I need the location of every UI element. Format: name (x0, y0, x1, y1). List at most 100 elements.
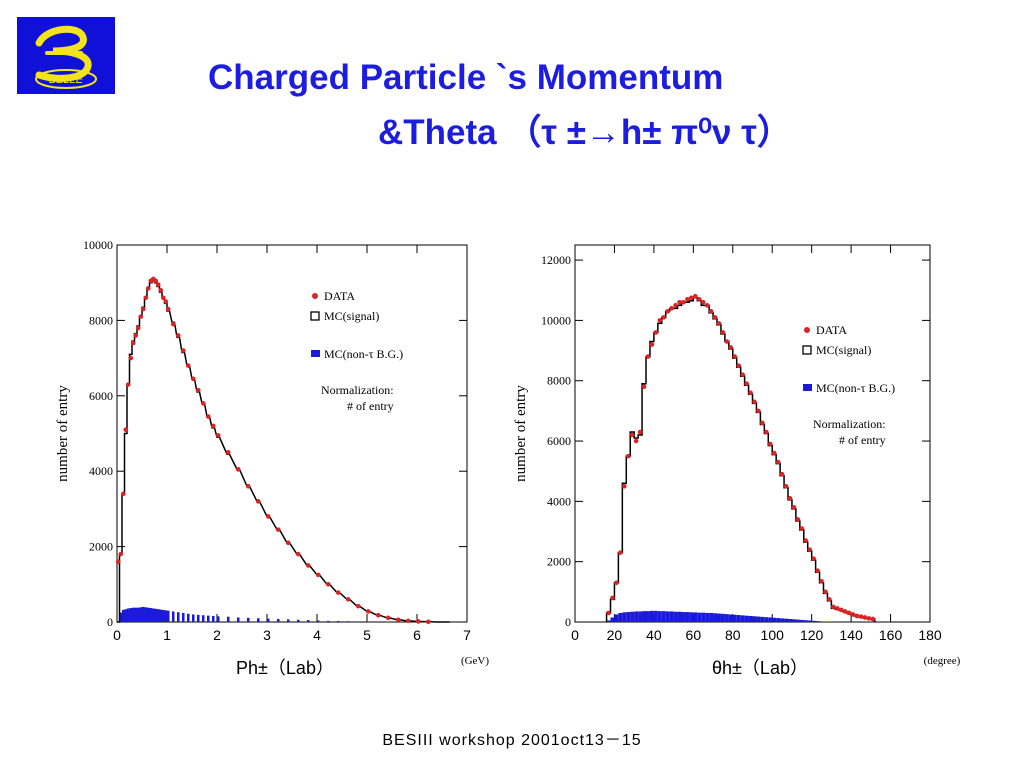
data-point (641, 384, 647, 390)
data-point (756, 408, 761, 414)
mc-background-bar (780, 618, 785, 622)
data-point (275, 527, 281, 532)
mc-background-bar (634, 611, 639, 622)
x-tick-label: 80 (725, 627, 741, 643)
data-point (305, 563, 311, 568)
data-point (205, 414, 211, 419)
data-point (255, 499, 261, 504)
mc-background-bar (606, 620, 611, 622)
mc-background-bar (768, 617, 773, 622)
x-tick-label: 100 (761, 627, 785, 643)
legend-label: MC(signal) (816, 343, 871, 357)
mc-background-bar (327, 620, 330, 622)
data-point (190, 376, 196, 382)
mc-background-bar (630, 611, 635, 622)
mc-background-bar (784, 618, 788, 622)
data-point (693, 293, 698, 299)
x-tick-label: 1 (163, 627, 171, 643)
data-point (764, 429, 769, 435)
data-point (815, 568, 820, 574)
y-tick-label: 2000 (547, 555, 571, 569)
mc-background-bar (673, 611, 678, 622)
data-point (740, 372, 745, 377)
y-tick-label: 10000 (541, 313, 571, 327)
data-point (158, 287, 164, 293)
mc-background-bar (657, 611, 662, 622)
mc-background-bar (677, 611, 682, 622)
mc-background-bar (649, 610, 654, 622)
mc-background-bar (277, 618, 280, 622)
x-axis-unit: (GeV) (461, 655, 489, 667)
data-point (661, 315, 667, 320)
data-point (791, 505, 797, 510)
mc-background-bar (257, 618, 260, 622)
mc-background-bar (122, 609, 125, 622)
data-point (345, 597, 351, 602)
data-point (819, 578, 824, 584)
mc-background-bar (212, 615, 215, 622)
footer: BESIII workshop 2001oct13－15 (382, 732, 642, 749)
mc-background-bar (164, 610, 167, 622)
mc-background-bar (317, 620, 320, 622)
mc-background-bar (728, 614, 733, 622)
data-point (118, 551, 124, 557)
mc-background-bar (807, 620, 812, 622)
mc-background-bar (764, 617, 769, 622)
y-axis-label: number of entry (513, 385, 529, 482)
legend-label: MC(signal) (324, 309, 379, 323)
mc-background-bar (756, 616, 761, 622)
data-point (614, 580, 619, 586)
mc-background-bar (701, 612, 706, 622)
mc-background-bar (614, 614, 619, 622)
data-point (135, 325, 141, 331)
legend-marker-signal (802, 345, 812, 355)
mc-background-bar (720, 613, 725, 622)
mc-background-bar (646, 611, 650, 622)
mc-background-bar (791, 619, 796, 622)
y-tick-label: 6000 (547, 434, 571, 448)
data-point (760, 420, 765, 426)
data-point (645, 354, 651, 359)
mc-background-bar (157, 609, 160, 622)
legend-label: MC(non-τ B.G.) (816, 381, 895, 395)
x-tick-label: 180 (918, 627, 942, 643)
data-point (669, 306, 674, 311)
data-point (771, 450, 777, 456)
mc-background-bar (237, 617, 240, 622)
mc-background-bar (736, 615, 741, 622)
mc-background-bar (795, 619, 800, 622)
mc-background-bar (638, 611, 643, 622)
legend-marker-data (312, 293, 318, 299)
normalization-note: Normalization: (813, 417, 886, 431)
mc-background-bar (610, 617, 615, 622)
mc-background-bar (760, 616, 765, 622)
data-point (325, 582, 331, 587)
y-tick-label: 6000 (89, 389, 113, 403)
data-point (133, 333, 139, 338)
data-point (405, 618, 411, 624)
x-tick-label: 2 (213, 627, 221, 643)
mc-background-bar (152, 608, 155, 622)
y-tick-label: 10000 (83, 238, 113, 252)
data-point (736, 363, 741, 368)
slide-title-line1: Charged Particle `s Momentum (208, 58, 724, 97)
data-point (846, 610, 852, 616)
x-tick-label: 7 (463, 627, 471, 643)
data-point (665, 309, 670, 314)
data-point (870, 616, 876, 622)
data-point (606, 610, 611, 616)
data-point (285, 540, 291, 546)
data-point (799, 526, 805, 531)
x-axis-label: Ph±（Lab） (236, 658, 334, 678)
legend-marker-data (804, 327, 810, 333)
mc-background-bar (717, 613, 721, 622)
mc-background-bar (661, 611, 666, 622)
y-tick-label: 0 (565, 615, 571, 629)
data-point (850, 612, 856, 617)
data-point (138, 314, 144, 319)
legend-marker-background (311, 350, 320, 357)
mc-background-bar (187, 613, 190, 622)
mc-background-bar (626, 612, 631, 622)
data-point (689, 295, 694, 301)
data-point (200, 401, 206, 406)
